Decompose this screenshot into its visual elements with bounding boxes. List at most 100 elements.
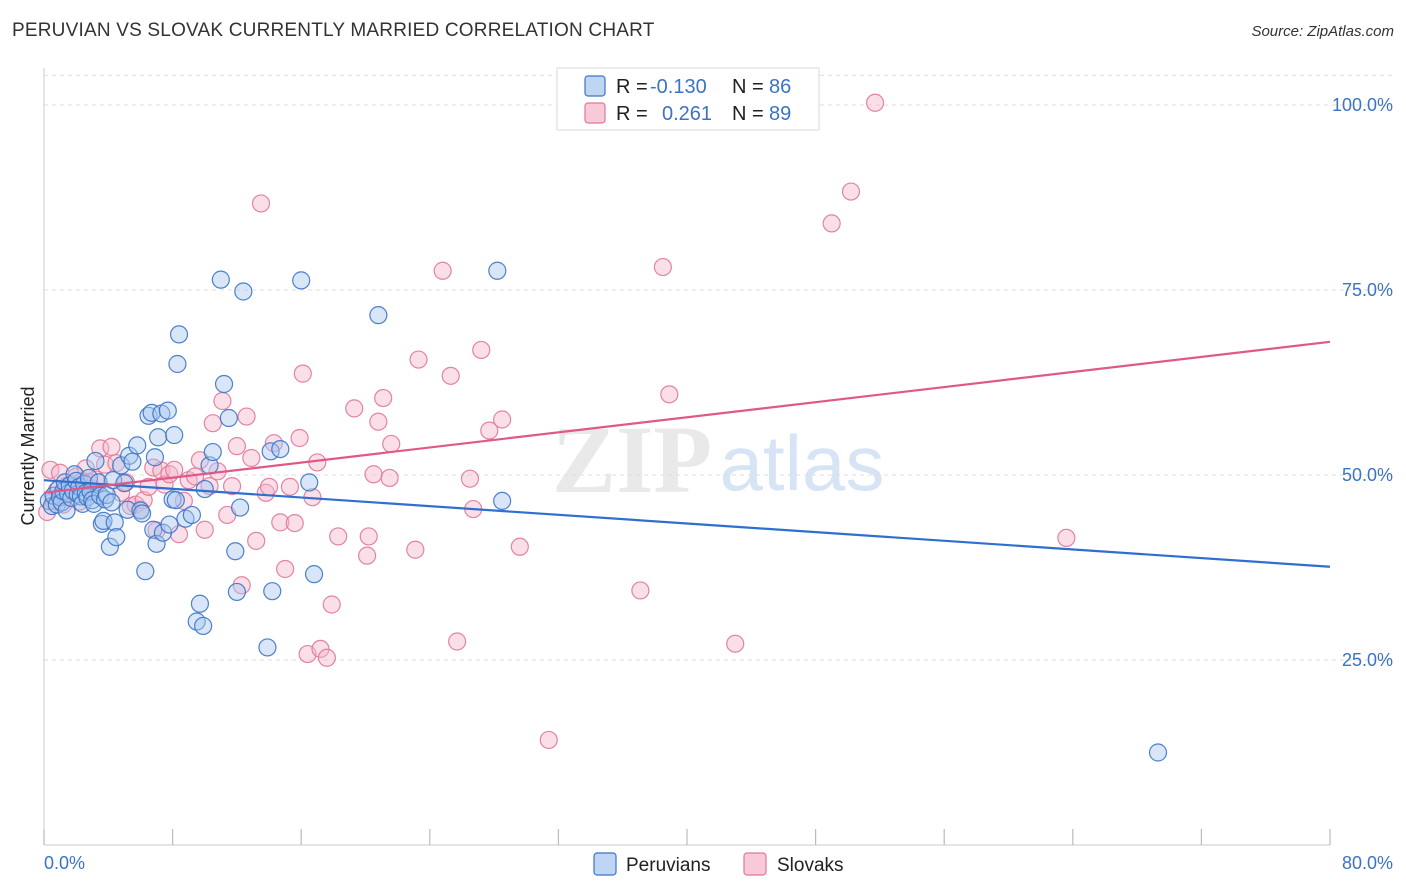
slovaks-point — [374, 388, 393, 408]
peruvians-point — [271, 440, 290, 459]
peruvians-point — [231, 498, 250, 517]
peruvians-point — [145, 448, 165, 467]
peruvians-point — [219, 408, 238, 428]
peruvians-point — [493, 491, 512, 510]
legend: R = -0.130 N = 86 R = 0.261 N = 89 — [556, 67, 820, 131]
peruvians-point — [142, 403, 161, 422]
slovaks-point — [213, 391, 232, 411]
peruvians-point — [300, 473, 319, 492]
bottom-legend-label-peruvians: Peruvians — [626, 855, 711, 876]
slovaks-point — [433, 261, 452, 280]
slovaks-point — [190, 451, 210, 470]
legend-r-value-peruvians: -0.130 — [650, 76, 707, 98]
peruvians-point — [118, 500, 137, 519]
slovaks-point — [203, 414, 222, 433]
slovaks-point — [380, 468, 399, 488]
slovaks-point — [359, 527, 378, 546]
peruvians-point — [304, 565, 324, 584]
slovaks-point — [317, 648, 337, 667]
slovaks-point — [493, 410, 512, 429]
peruvians-point — [234, 282, 253, 301]
slovaks-point — [409, 350, 428, 369]
slovaks-point — [1057, 528, 1076, 548]
peruvians-point — [369, 306, 388, 325]
legend-swatch-peruvians — [584, 75, 606, 97]
legend-swatch-slovaks — [584, 102, 606, 124]
slovaks-point — [311, 639, 330, 659]
watermark: ZIP atlas — [552, 406, 884, 513]
slovaks-point — [539, 730, 558, 750]
slovaks-point — [865, 93, 885, 112]
slovaks-point — [382, 434, 401, 454]
peruvians-point — [226, 542, 245, 561]
peruvians-point — [107, 528, 126, 547]
x-tick-label-max: 80.0% — [1342, 853, 1393, 873]
slovaks-point — [280, 477, 300, 496]
slovaks-point — [358, 546, 377, 565]
legend-n-value-peruvians: 86 — [769, 76, 791, 98]
slovaks-point — [322, 595, 341, 614]
slovaks-point — [472, 340, 491, 360]
x-axis-ticks — [43, 829, 1331, 845]
bottom-legend-swatch-peruvians — [593, 852, 617, 876]
peruvians-point — [488, 261, 507, 280]
y-tick-label: 25.0% — [1342, 650, 1393, 670]
peruvians-point — [258, 638, 277, 657]
slovaks-point — [227, 437, 246, 456]
peruvians-point — [165, 425, 184, 445]
peruvians-point — [147, 534, 166, 553]
peruvians-point — [211, 270, 230, 289]
peruvians-point — [169, 325, 189, 344]
slovaks-point — [822, 214, 841, 233]
slovaks-point — [841, 182, 861, 201]
chart-source: Source: ZipAtlas.com — [1251, 23, 1394, 40]
peruvians-point — [168, 354, 187, 374]
slovaks-point — [726, 634, 745, 653]
chart-title: PERUVIAN VS SLOVAK CURRENTLY MARRIED COR… — [12, 20, 655, 41]
slovaks-point — [276, 559, 295, 579]
peruvians-point — [1148, 743, 1168, 762]
slovaks-point — [285, 513, 304, 533]
slovaks-point — [169, 525, 189, 544]
slovaks-point — [441, 366, 460, 385]
y-tick-label: 75.0% — [1342, 280, 1393, 300]
slovaks-point — [660, 385, 679, 404]
slovaks-point — [242, 448, 261, 468]
slovaks-point — [448, 632, 467, 651]
peruvians-point — [105, 513, 124, 532]
peruvians-point — [166, 491, 185, 510]
peruvians-point — [132, 504, 152, 523]
legend-n-value-slovaks: 89 — [769, 103, 791, 125]
peruvians-point — [100, 537, 120, 556]
watermark-zip: ZIP — [552, 406, 712, 513]
slovaks-point — [460, 469, 480, 488]
peruvians-point — [263, 582, 282, 601]
slovaks-point — [102, 437, 121, 456]
peruvians-point — [214, 374, 234, 394]
peruvians-point — [190, 594, 210, 613]
bottom-legend-label-slovaks: Slovaks — [777, 855, 844, 876]
slovaks-point — [631, 581, 650, 600]
legend-r-value-slovaks: 0.261 — [662, 103, 712, 125]
peruvians-point — [160, 515, 179, 534]
slovaks-point — [480, 421, 499, 440]
slovaks-point — [222, 477, 242, 496]
slovaks-point — [251, 194, 271, 213]
slovaks-point — [271, 513, 290, 532]
peruvians-point — [86, 451, 105, 471]
peruvians-point — [292, 271, 311, 290]
bottom-legend-swatch-slovaks — [743, 852, 767, 876]
slovaks-point — [345, 399, 364, 418]
peruvians-point — [102, 493, 121, 512]
slovaks-point — [369, 412, 388, 431]
legend-r-label-slovaks: R = — [616, 103, 648, 125]
watermark-atlas: atlas — [720, 419, 885, 507]
slovaks-point — [653, 257, 672, 277]
peruvians-point — [182, 505, 201, 525]
slovaks-point — [510, 537, 529, 556]
peruvians-point — [149, 428, 168, 447]
peruvians-point — [227, 582, 246, 602]
slovaks-point — [406, 540, 425, 559]
peruvians-point — [131, 501, 150, 520]
